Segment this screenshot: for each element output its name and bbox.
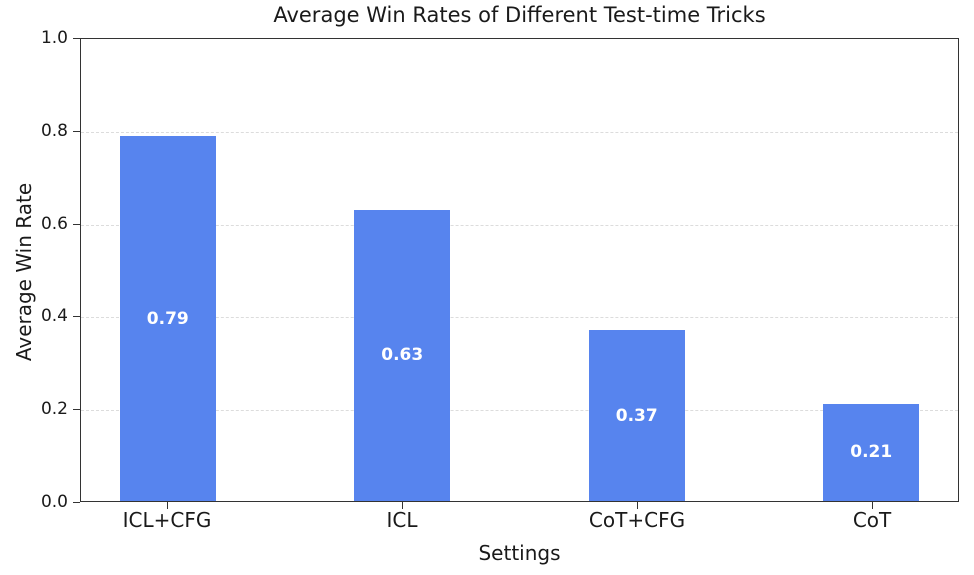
y-tick-label: 0.4 <box>40 306 68 327</box>
y-tick-label: 0.2 <box>40 399 68 420</box>
x-tick-mark <box>166 502 168 509</box>
y-tick-mark <box>73 316 80 318</box>
y-tick-label: 1.0 <box>40 28 68 48</box>
y-tick-mark <box>73 502 80 503</box>
gridline <box>81 410 958 412</box>
y-tick-mark <box>73 38 80 39</box>
bar-value-label: 0.21 <box>850 442 893 463</box>
bar: 0.79 <box>119 136 216 501</box>
bar: 0.63 <box>354 209 451 501</box>
y-tick-label: 0.8 <box>40 120 68 141</box>
bar: 0.37 <box>588 330 685 501</box>
x-tick-label: CoT <box>852 508 892 532</box>
bar-value-label: 0.63 <box>381 345 424 366</box>
bar-value-label: 0.37 <box>615 405 658 426</box>
x-tick-label: ICL+CFG <box>122 508 212 532</box>
y-tick-mark <box>73 130 80 132</box>
y-tick-label: 0.0 <box>40 492 68 512</box>
x-tick-mark <box>401 502 403 509</box>
x-tick-label: CoT+CFG <box>588 508 686 532</box>
gridline <box>81 131 958 133</box>
x-axis-label: Settings <box>478 541 561 565</box>
gridline <box>81 317 958 319</box>
gridline <box>81 224 958 226</box>
bar-value-label: 0.79 <box>146 308 189 329</box>
y-tick-label: 0.6 <box>40 213 68 234</box>
y-tick-mark <box>73 223 80 225</box>
x-tick-mark <box>637 502 638 509</box>
y-axis-label: Average Win Rate <box>12 182 36 362</box>
plot-area: 0.79 0.63 0.37 0.21 <box>80 38 959 502</box>
x-tick-label: ICL <box>386 508 418 532</box>
y-tick-mark <box>73 409 80 411</box>
chart-title: Average Win Rates of Different Test-time… <box>273 3 766 27</box>
bar: 0.21 <box>823 403 920 501</box>
x-tick-mark <box>872 502 874 509</box>
